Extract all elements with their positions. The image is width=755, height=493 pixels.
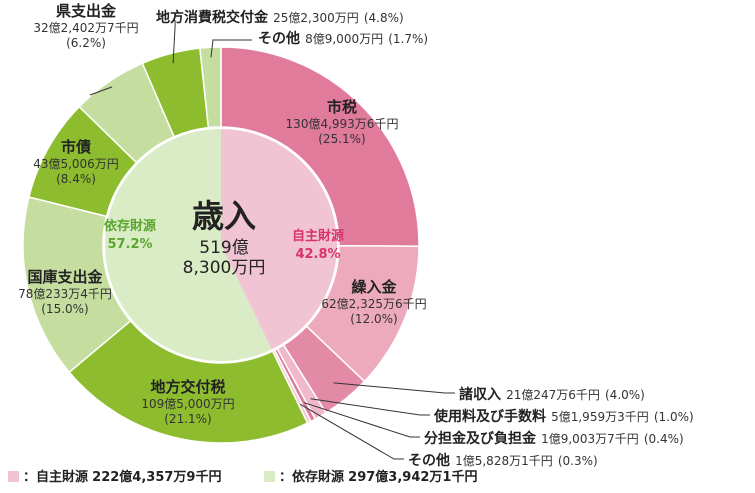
center-title: 歳入: [191, 197, 256, 235]
leader-line-2: [333, 382, 455, 394]
group-name: 自主財源: [291, 229, 344, 244]
slice-6: [68, 319, 309, 444]
slice-name: 地方消費税交付金: [156, 10, 268, 26]
slice-label-local-consumption-tax: 地方消費税交付金 25億2,300万円 (4.8%): [156, 9, 404, 25]
slice-label-national-subsidy: 国庫支出金 78億233万4千円 (15.0%): [0, 268, 130, 317]
slice-amount: 109億5,000万円: [141, 396, 235, 411]
slice-percent: (1.0%): [653, 410, 694, 424]
slice-11: [199, 46, 222, 129]
legend-own-revenue: ：自主財源 222億4,357万9千円: [8, 471, 221, 484]
legend-label: ：依存財源: [279, 470, 345, 485]
leader-line-11: [210, 39, 252, 58]
slice-name: 地方交付税: [150, 378, 226, 396]
slice-label-city-bonds: 市債 43億5,006万円 (8.4%): [6, 138, 146, 187]
slice-name: その他: [258, 31, 300, 47]
slice-name: その他: [408, 453, 450, 469]
group-label-own-revenue: 自主財源 42.8%: [284, 228, 352, 263]
slice-percent: (4.0%): [605, 388, 645, 402]
slice-amount: 25億2,300万円: [273, 11, 359, 25]
legend-dependent-revenue: ：依存財源 297億3,942万1千円: [264, 471, 477, 484]
legend-amount: 297億3,942万1千円: [348, 470, 478, 485]
slice-label-transfer: 繰入金 62億2,325万6千円 (12.0%): [294, 278, 454, 327]
slice-label-other-dependent: その他 8億9,000万円 (1.7%): [258, 30, 428, 46]
slice-percent: (0.4%): [643, 432, 684, 446]
slice-label-fees: 使用料及び手数料 5億1,959万3千円 (1.0%): [434, 408, 694, 424]
slice-percent: (1.7%): [388, 32, 429, 46]
slice-percent: (0.3%): [557, 454, 598, 468]
slice-amount: 32億2,402万7千円: [33, 20, 139, 35]
slice-percent: (25.1%): [318, 131, 366, 146]
inner-group-1: [105, 129, 272, 361]
slice-amount: 78億233万4千円: [18, 286, 112, 301]
slice-percent: (12.0%): [350, 311, 398, 326]
slice-amount: 1億5,828万1千円: [455, 454, 553, 468]
slice-name: 市税: [326, 98, 357, 116]
leader-line-9: [89, 86, 113, 96]
slice-percent: (6.2%): [66, 35, 106, 50]
leader-line-3: [310, 398, 430, 416]
center-amount-line2: 8,300万円: [182, 258, 266, 279]
group-label-dependent-revenue: 依存財源 57.2%: [92, 218, 168, 253]
slice-name: 県支出金: [55, 2, 116, 20]
slice-percent: (21.1%): [164, 411, 212, 426]
slice-label-prefectural-subsidy: 県支出金 32億2,402万7千円 (6.2%): [16, 2, 156, 51]
leader-line-5: [300, 403, 404, 460]
slice-name: 分担金及び負担金: [424, 431, 536, 447]
slice-0: [220, 46, 420, 247]
center-amount-line1: 519億: [199, 238, 249, 258]
slice-amount: 5億1,959万3千円: [551, 410, 649, 424]
slice-percent: (4.8%): [363, 11, 404, 25]
slice-label-city-tax: 市税 130億4,993万6千円 (25.1%): [262, 98, 422, 147]
slice-amount: 130億4,993万6千円: [285, 116, 399, 131]
leader-line-4: [303, 402, 420, 438]
slice-label-contributions: 分担金及び負担金 1億9,003万7千円 (0.4%): [424, 430, 684, 446]
group-percent: 57.2%: [107, 236, 153, 252]
center-amount: 519億 8,300万円: [160, 238, 288, 278]
inner-group-0: [221, 129, 338, 350]
slice-amount: 62億2,325万6千円: [321, 296, 427, 311]
slice-percent: (15.0%): [41, 301, 89, 316]
leader-lines: [89, 20, 455, 460]
inner-ring: [105, 129, 338, 361]
slice-label-misc-income: 諸収入 21億247万6千円 (4.0%): [459, 386, 645, 402]
slice-label-local-allocation-tax: 地方交付税 109億5,000万円 (21.1%): [108, 378, 268, 427]
legend-amount: 222億4,357万9千円: [92, 470, 222, 485]
group-name: 依存財源: [103, 219, 156, 234]
slice-amount: 8億9,000万円: [305, 32, 384, 46]
slice-name: 国庫支出金: [27, 268, 103, 286]
slice-name: 使用料及び手数料: [434, 409, 546, 425]
slice-amount: 1億9,003万7千円: [541, 432, 639, 446]
slice-amount: 21億247万6千円: [506, 388, 600, 402]
slice-amount: 43億5,006万円: [33, 156, 119, 171]
slice-name: 市債: [60, 138, 91, 156]
slice-name: 諸収入: [459, 387, 501, 403]
group-percent: 42.8%: [295, 246, 341, 262]
legend-swatch: [264, 471, 275, 482]
slice-percent: (8.4%): [56, 171, 96, 186]
slice-label-other-own: その他 1億5,828万1千円 (0.3%): [408, 452, 598, 468]
legend-swatch: [8, 471, 19, 482]
slice-name: 繰入金: [351, 278, 397, 296]
legend-label: ：自主財源: [23, 470, 89, 485]
leader-line-10: [172, 20, 176, 64]
